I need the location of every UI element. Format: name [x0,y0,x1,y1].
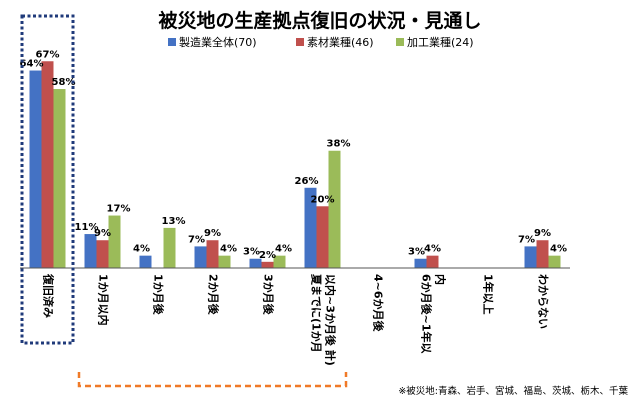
category-label: 4~6か月後 [372,274,386,333]
value-label: 13% [162,216,186,227]
bar [536,240,549,268]
value-label: 3% [408,247,425,258]
value-label: 9% [204,228,221,239]
summer-bracket [77,372,348,388]
bar [316,206,329,268]
category-label: わからない [537,274,550,329]
value-label: 9% [534,228,551,239]
bar [84,234,97,268]
legend-swatch [396,38,404,46]
bar [41,61,54,268]
category-label: 内 [434,274,448,285]
bar [548,255,561,268]
category-label: 1年以上 [482,274,496,315]
category-label: 1か月後 [152,274,166,316]
value-label: 7% [518,234,535,245]
bar [414,258,427,268]
category-label: 6か月後~1年以 [420,274,434,354]
chart-title: 被災地の生産拠点復旧の状況・見通し [158,9,481,32]
category-labels-group: 復旧済み 1か月以内 1か月後 2か月後 3か月後 夏までに(1か月 以内~3か月後 計) 4… [42,273,550,366]
value-label: 4% [275,244,292,255]
bar [139,255,152,268]
value-label: 67% [36,49,60,60]
value-labels-group: 64%67%58%11%9%17%4%13%7%9%4% 3% 2%4%26%20%… [20,49,567,261]
category-label: 夏までに(1か月 [310,274,323,353]
category-label: 以内~3か月後 計) [324,274,338,366]
value-label: 4% [550,244,567,255]
value-label: 11% [75,222,99,233]
value-label: 9% [94,228,111,239]
category-label: 1か月以内 [97,274,111,326]
value-label: 38% [327,139,351,150]
value-label: 20% [311,194,335,205]
category-label: 2か月後 [207,274,221,316]
bar [218,255,231,268]
bar [524,246,537,268]
legend-swatch [168,38,176,46]
bar [194,246,207,268]
category-label: 復旧済み [42,273,56,318]
category-label: 3か月後 [262,274,276,316]
value-label: 4% [220,244,237,255]
legend-label: 製造業全体(70) [179,35,257,49]
bar [108,215,121,268]
legend: 製造業全体(70) 素材業種(46) 加工業種(24) [168,35,474,49]
value-label: 3% [243,247,260,258]
bar [249,258,262,268]
value-label: 58% [52,77,76,88]
bar [96,240,109,268]
legend-label: 加工業種(24) [407,35,474,49]
bar [426,255,439,268]
bar [304,187,317,268]
bar [273,255,286,268]
value-label: 26% [295,176,319,187]
value-label: 4% [133,244,150,255]
bar [261,261,274,268]
value-label: 4% [424,244,441,255]
bar [53,89,66,269]
value-label: 2% [259,250,276,261]
bar [206,240,219,268]
legend-swatch [296,38,304,46]
legend-label: 素材業種(46) [307,35,374,49]
value-label: 7% [188,234,205,245]
recovered-highlight-box [20,14,75,345]
value-label: 64% [20,59,44,70]
bar [163,227,176,268]
bars-group [29,61,561,269]
value-label: 17% [107,204,131,215]
footnote: ※被災地:青森、岩手、宮城、福島、茨城、栃木、千葉 [398,385,628,397]
bar [328,150,341,268]
bar [29,70,42,268]
